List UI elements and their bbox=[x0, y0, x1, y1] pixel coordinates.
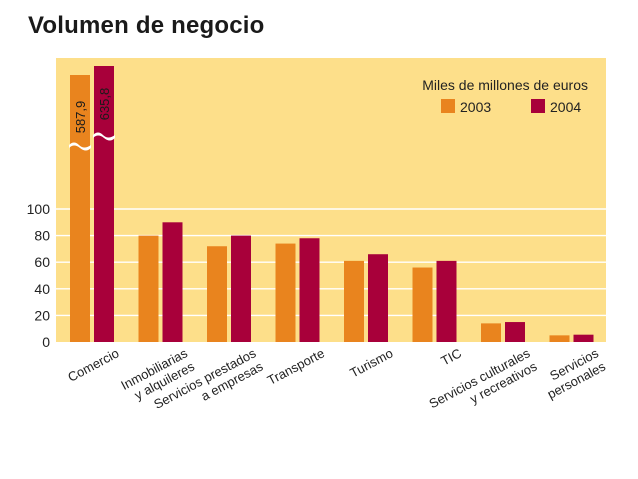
bar-2003-comercio: 587,9 bbox=[69, 75, 91, 342]
x-tick-label-line: TIC bbox=[438, 345, 464, 368]
legend-label: 2004 bbox=[550, 99, 581, 115]
x-tick-label-line: Comercio bbox=[65, 345, 121, 384]
bar-2003 bbox=[275, 243, 296, 342]
legend: Miles de millones de euros 2003 2004 bbox=[422, 77, 588, 115]
axis-break-mark bbox=[93, 132, 115, 141]
y-tick-label: 40 bbox=[34, 281, 50, 297]
y-tick-label: 0 bbox=[42, 334, 50, 350]
bar-2004 bbox=[573, 334, 594, 342]
bars: 587,9 635,8 bbox=[69, 66, 594, 342]
x-tick-label: Transporte bbox=[265, 345, 327, 388]
units-label: Miles de millones de euros bbox=[422, 77, 588, 93]
bar-2004 bbox=[299, 238, 320, 342]
bar-2003 bbox=[344, 260, 364, 342]
legend-label: 2003 bbox=[460, 99, 491, 115]
y-tick-label: 80 bbox=[34, 228, 50, 244]
bar-2004-comercio: 635,8 bbox=[93, 66, 115, 342]
legend-swatch-2003 bbox=[441, 99, 455, 113]
x-tick-label: Turismo bbox=[347, 345, 395, 380]
axis-break-mark bbox=[69, 142, 91, 151]
bar-2004 bbox=[436, 260, 457, 342]
bar-2004 bbox=[505, 322, 525, 342]
y-tick-label: 100 bbox=[27, 201, 51, 217]
bar-2003 bbox=[481, 323, 501, 342]
x-tick-label: TIC bbox=[438, 345, 464, 368]
bar-2003 bbox=[549, 335, 570, 342]
y-axis-ticks: 0 20 40 60 80 100 bbox=[27, 201, 51, 350]
y-tick-label: 60 bbox=[34, 254, 50, 270]
x-tick-label: Comercio bbox=[65, 345, 121, 384]
bar-value-label: 635,8 bbox=[97, 88, 112, 121]
bar-value-label: 587,9 bbox=[73, 101, 88, 134]
bar-2003 bbox=[138, 235, 159, 342]
bar-2004 bbox=[162, 222, 183, 342]
legend-swatch-2004 bbox=[531, 99, 545, 113]
x-tick-label-line: Transporte bbox=[265, 345, 327, 388]
bar-2004 bbox=[368, 254, 388, 342]
x-tick-label-line: Turismo bbox=[347, 345, 395, 380]
bar-2003 bbox=[412, 267, 433, 342]
bar-2003 bbox=[207, 246, 227, 342]
chart-title: Volumen de negocio bbox=[28, 12, 265, 39]
bar-2004 bbox=[231, 235, 251, 342]
y-tick-label: 20 bbox=[34, 307, 50, 323]
